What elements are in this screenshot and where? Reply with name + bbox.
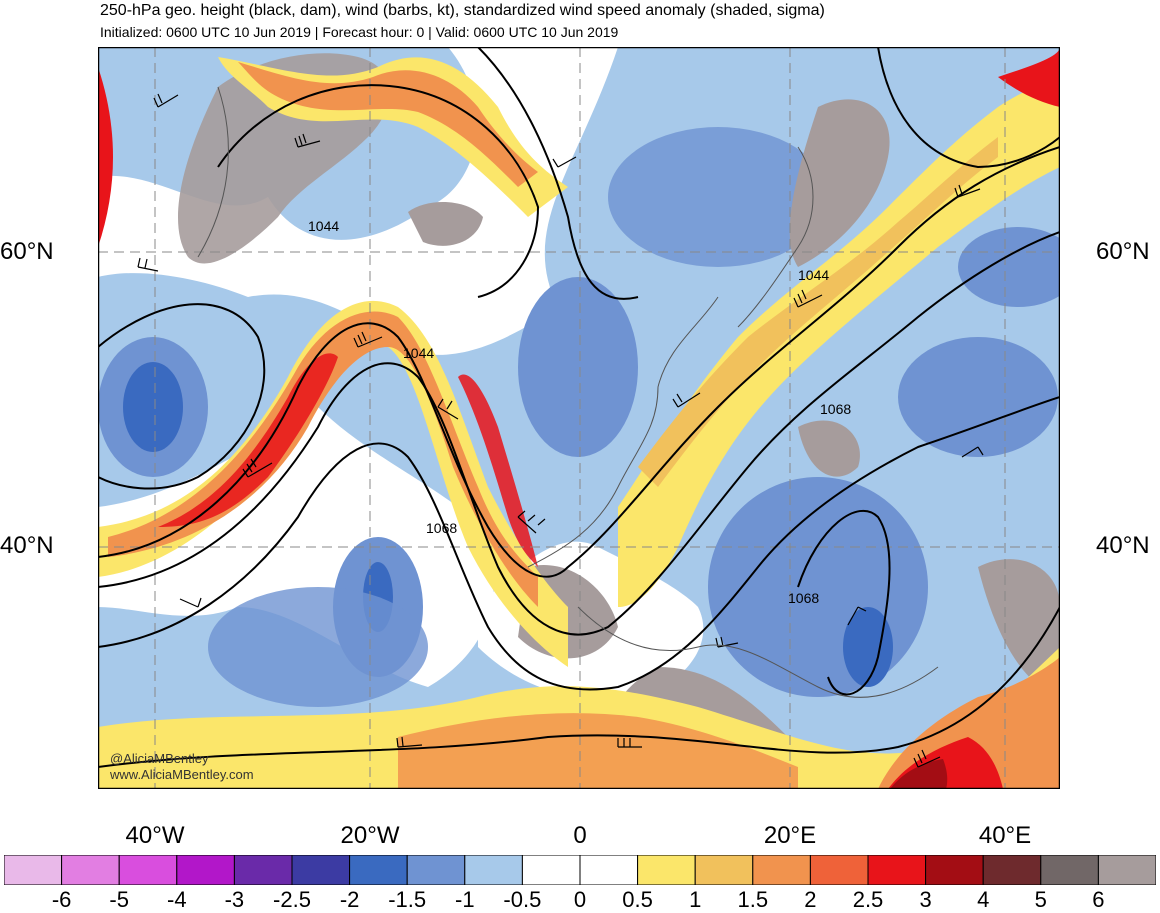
lon-label-40e: 40°E: [978, 822, 1032, 849]
colorbar-swatch: [349, 855, 408, 885]
jet-streak-east-med: [878, 657, 1060, 789]
jet-streak-europe: [638, 137, 998, 487]
jet-streak-atlantic: [108, 311, 538, 607]
colorbar-tick-label: -4: [167, 887, 187, 912]
colorbar-tick-label: 4: [977, 887, 990, 912]
chart-title: 250-hPa geo. height (black, dam), wind (…: [100, 2, 825, 19]
lat-label-right-40n: 40°N: [1096, 532, 1150, 559]
colorbar-tick-label: -1: [455, 887, 475, 912]
colorbar-swatch: [637, 855, 696, 885]
colorbar-tick-label: -0.5: [503, 887, 542, 912]
colorbar: [4, 855, 1156, 885]
colorbar-swatch: [233, 855, 293, 885]
colorbar-tick-label: 2: [804, 887, 817, 912]
anomaly-zone-negative: [518, 277, 638, 457]
contour-label: 1044: [403, 345, 434, 361]
colorbar-swatch: [61, 855, 120, 885]
jet-streak-subtropical: [398, 713, 798, 789]
anomaly-zone-negative: [123, 362, 183, 452]
colorbar-swatch: [406, 855, 466, 885]
colorbar-tick-label: 5: [1034, 887, 1047, 912]
height-contours: [98, 47, 1060, 768]
colorbar-swatch: [867, 855, 927, 885]
wind-barbs: [137, 93, 984, 768]
jet-streak-west-edge: [98, 67, 113, 247]
jet-streak-north-east: [998, 47, 1060, 107]
lon-label-20e: 20°E: [763, 822, 817, 849]
contour-label: 1068: [426, 520, 457, 536]
landmass-alps: [798, 420, 860, 477]
anomaly-zone-negative: [898, 337, 1058, 457]
colorbar-swatch: [521, 855, 581, 885]
anomaly-zone-negative: [208, 587, 428, 707]
lat-label-left-40n: 40°N: [0, 532, 54, 559]
lon-label-20w: 20°W: [340, 822, 400, 849]
colorbar-tick-label: -3: [224, 887, 245, 912]
credit-website: www.AliciaMBentley.com: [110, 767, 254, 782]
colorbar-tick-label: 0.5: [622, 887, 653, 912]
landmass-scandinavia: [789, 99, 890, 267]
landmass-middle-east: [978, 559, 1060, 697]
colorbar-swatch: [694, 855, 754, 885]
contour-label: 1068: [788, 590, 819, 606]
colorbar-tick-label: -1.5: [388, 887, 427, 912]
jet-streak-europe: [618, 77, 1060, 607]
anomaly-zone-negative: [843, 607, 893, 687]
anomaly-zone-negative: [958, 227, 1060, 307]
graticule: [98, 47, 1060, 789]
coastlines: [197, 86, 939, 698]
colorbar-tick-label: -2: [339, 887, 360, 912]
colorbar-tick-label: -6: [51, 887, 72, 912]
contour-label: 1068: [820, 401, 851, 417]
colorbar-tick-label: 1.5: [737, 887, 769, 912]
colorbar-tick-label: -2.5: [273, 887, 311, 912]
jet-streak-atlantic: [98, 300, 568, 667]
lon-label-40w: 40°W: [125, 822, 185, 849]
colorbar-tick-label: 1: [689, 887, 702, 912]
colorbar-tick-label: 2.5: [852, 887, 884, 912]
colorbar-swatch: [925, 855, 984, 885]
lon-label-0: 0: [573, 822, 587, 849]
contour-label: 1044: [308, 218, 339, 234]
colorbar-swatch: [752, 855, 811, 885]
contour-label: 1044: [798, 267, 829, 283]
colorbar-swatch: [291, 855, 351, 885]
colorbar-tick-label: 3: [919, 887, 932, 912]
lat-label-left-60n: 60°N: [0, 238, 54, 265]
jet-streak-atlantic-core: [458, 374, 538, 567]
colorbar-swatch: [1040, 855, 1099, 885]
weather-map: 1044 1044 1044 1068 1068 1068: [98, 47, 1060, 789]
colorbar-swatch: [579, 855, 639, 885]
anomaly-zone-negative: [608, 127, 828, 267]
colorbar-swatch: [4, 855, 63, 885]
jet-streak-north-atlantic: [238, 62, 538, 187]
colorbar-swatch: [1097, 855, 1156, 885]
colorbar-tick-label: 6: [1092, 887, 1105, 912]
landmass-iceland: [408, 201, 483, 246]
chart-subtitle: Initialized: 0600 UTC 10 Jun 2019 | Fore…: [100, 24, 619, 40]
colorbar-swatch: [464, 855, 523, 885]
jet-streak-east-med-core: [890, 759, 948, 789]
colorbar-swatch: [176, 855, 235, 885]
colorbar-swatch: [118, 855, 178, 885]
lat-label-right-60n: 60°N: [1096, 238, 1150, 265]
credit-handle: @AliciaMBentley: [110, 751, 209, 766]
colorbar-swatch: [809, 855, 869, 885]
colorbar-tick-label: 0: [573, 887, 587, 912]
colorbar-tick-label: -5: [109, 887, 129, 912]
map-border: [98, 47, 1060, 789]
colorbar-swatch: [982, 855, 1042, 885]
